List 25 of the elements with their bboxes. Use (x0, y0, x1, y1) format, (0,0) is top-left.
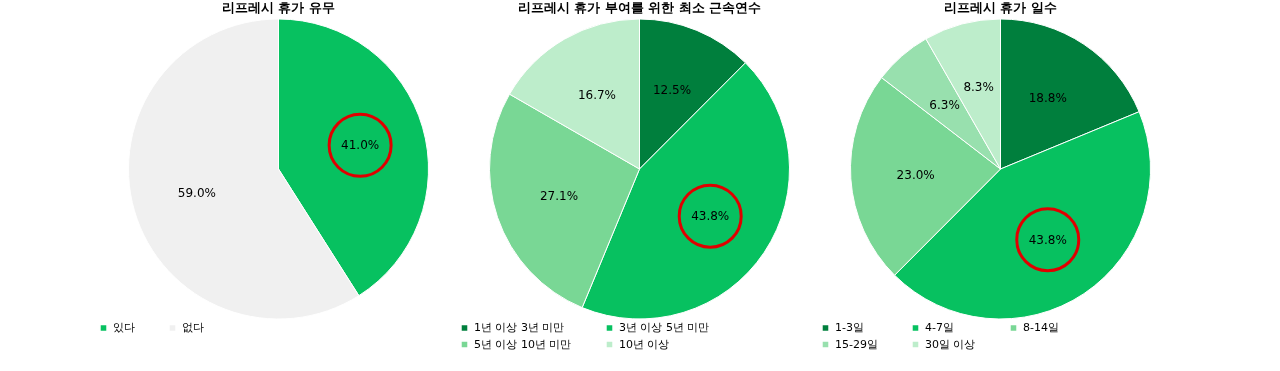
chart-title: 리프레시 휴가 유무 (221, 0, 336, 15)
legend-label: 1-3일 (835, 320, 864, 334)
data-label: 41.0% (341, 138, 380, 153)
data-label: 16.7% (577, 88, 617, 103)
legend-label: 4-7일 (925, 320, 954, 334)
legend-label: 15-29일 (835, 337, 878, 351)
data-label: 18.8% (1028, 91, 1067, 106)
legend-label: 5년 이상 10년 미만 (474, 337, 572, 351)
chart-title: 리프레시 휴가 일수 (943, 0, 1058, 15)
legend-label: 없다 (182, 320, 204, 334)
legend-label: 10년 이상 (619, 337, 670, 351)
legend-label: 8-14일 (1023, 320, 1059, 334)
chart-title: 리프레시 휴가 부여를 위한 최소 근속연수 (517, 0, 762, 15)
legend-label: 있다 (113, 320, 135, 334)
data-label: 23.0% (896, 167, 935, 182)
legend-label: 1년 이상 3년 미만 (474, 320, 565, 334)
data-label: 8.3% (963, 79, 994, 94)
data-label: 43.8% (691, 209, 730, 224)
data-label: 27.1% (539, 189, 579, 204)
legend-label: 3년 이상 5년 미만 (619, 320, 710, 334)
legend-label: 30일 이상 (925, 337, 976, 351)
data-label: 59.0% (177, 185, 216, 200)
data-label: 6.3% (929, 97, 960, 112)
data-label: 43.8% (1028, 232, 1067, 247)
data-label: 12.5% (652, 83, 692, 98)
